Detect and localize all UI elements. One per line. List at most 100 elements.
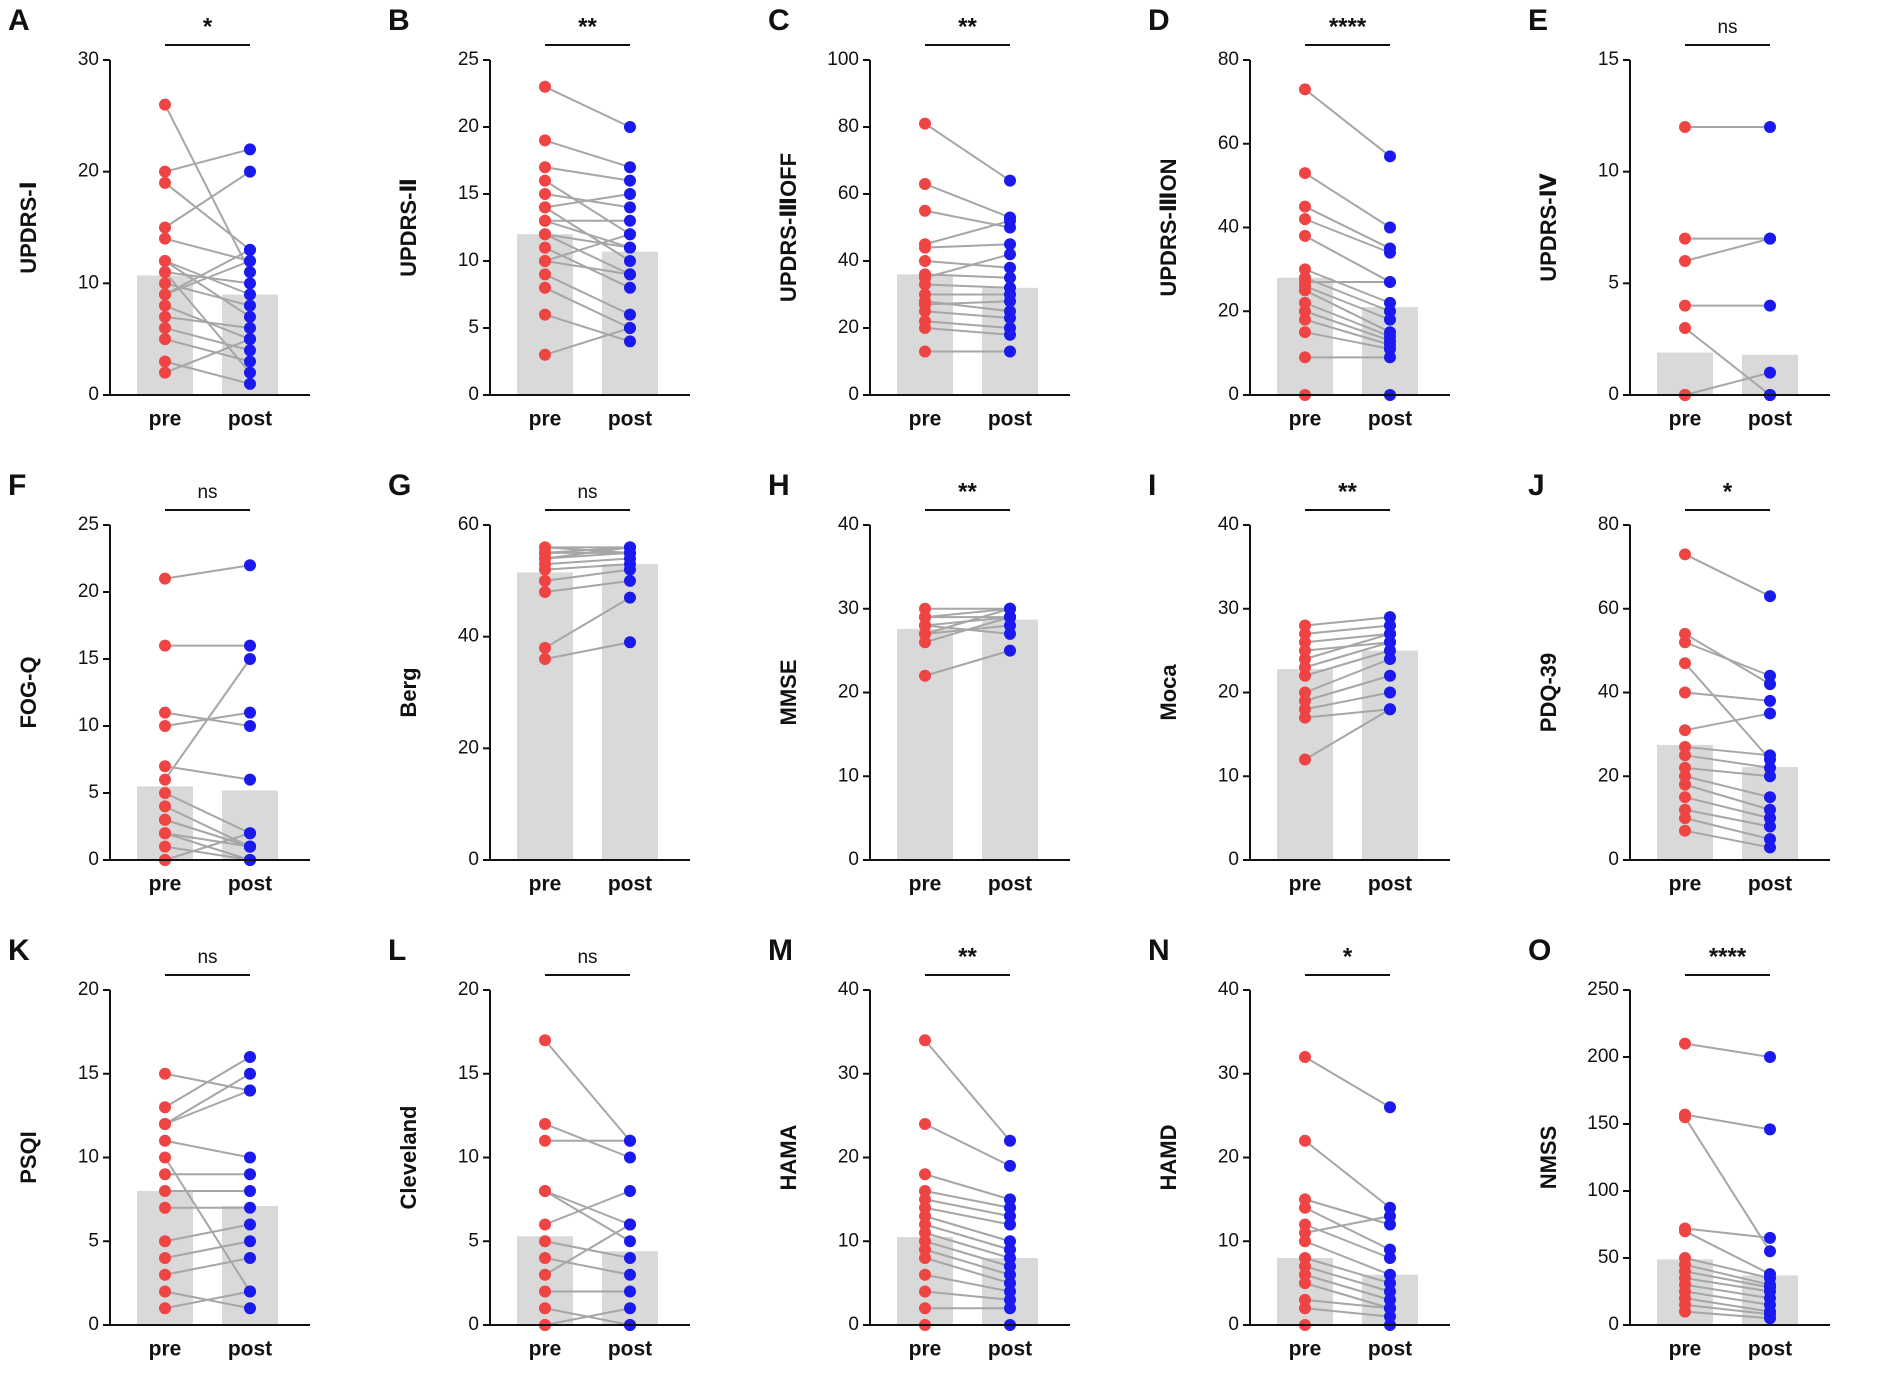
post-dot bbox=[244, 333, 256, 346]
pair-line bbox=[544, 286, 631, 329]
pre-dot bbox=[1299, 1201, 1311, 1214]
y-tick-label: 0 bbox=[848, 1314, 859, 1335]
y-tick-label: 20 bbox=[78, 581, 99, 602]
pre-dot bbox=[1299, 167, 1311, 180]
post-dot bbox=[1384, 296, 1396, 309]
pair-line bbox=[544, 1307, 631, 1326]
pre-dot bbox=[1679, 686, 1691, 699]
pre-dot bbox=[159, 1101, 171, 1114]
y-tick-label: 80 bbox=[838, 116, 859, 137]
post-dot bbox=[624, 268, 636, 281]
y-tick-label: 40 bbox=[1598, 682, 1619, 703]
y-tick-label: 80 bbox=[1218, 49, 1239, 70]
pair-line bbox=[1304, 205, 1391, 250]
post-dot bbox=[1764, 803, 1776, 816]
pre-dot bbox=[1679, 121, 1691, 133]
pre-dot bbox=[159, 255, 171, 267]
post-dot bbox=[1384, 611, 1396, 624]
pair-line bbox=[1684, 641, 1771, 677]
post-dot bbox=[244, 355, 256, 368]
y-tick-label: 80 bbox=[1598, 514, 1619, 535]
post-dot bbox=[1384, 150, 1396, 163]
post-dot bbox=[1004, 1218, 1016, 1231]
pair-line bbox=[1304, 1265, 1391, 1293]
pre-dot bbox=[919, 1210, 931, 1223]
post-dot bbox=[244, 1168, 256, 1181]
post-dot bbox=[1004, 1260, 1016, 1273]
post-dot bbox=[1004, 1293, 1016, 1306]
pre-dot bbox=[539, 214, 551, 227]
pair-line bbox=[164, 148, 251, 173]
y-tick-label: 0 bbox=[848, 849, 859, 870]
pre-dot bbox=[159, 165, 171, 178]
post-dot bbox=[1764, 299, 1776, 312]
pair-line bbox=[1684, 783, 1771, 811]
post-dot bbox=[624, 636, 636, 649]
post-dot bbox=[624, 591, 636, 604]
y-axis-label: HAMD bbox=[1156, 1125, 1181, 1191]
post-dot bbox=[244, 559, 256, 572]
post-dot bbox=[624, 241, 636, 254]
pair-line bbox=[1304, 1282, 1391, 1310]
pair-line bbox=[1304, 624, 1391, 635]
pre-dot bbox=[1299, 229, 1311, 242]
pair-line bbox=[1684, 371, 1771, 396]
pair-line bbox=[1304, 1298, 1391, 1310]
y-tick-label: 20 bbox=[78, 161, 99, 182]
pre-dot bbox=[919, 204, 931, 217]
pair-line bbox=[1684, 1042, 1771, 1058]
post-dot bbox=[244, 255, 256, 267]
mean-bar bbox=[897, 628, 953, 860]
post-dot bbox=[1004, 611, 1016, 624]
y-tick-label: 10 bbox=[78, 272, 99, 293]
panel-label: I bbox=[1148, 469, 1156, 502]
x-tick-label: pre bbox=[1289, 1338, 1322, 1361]
post-dot bbox=[1384, 627, 1396, 640]
post-dot bbox=[1384, 351, 1396, 364]
post-dot bbox=[244, 720, 256, 732]
pre-dot bbox=[539, 1185, 551, 1197]
panel-label: K bbox=[8, 934, 30, 967]
pair-line bbox=[544, 1039, 631, 1142]
post-dot bbox=[1764, 707, 1776, 720]
post-dot bbox=[624, 214, 636, 227]
y-axis-label: UPDRS-Ⅰ bbox=[16, 181, 41, 274]
post-dot bbox=[1384, 1218, 1396, 1231]
pre-dot bbox=[539, 1218, 551, 1231]
pair-line bbox=[164, 832, 251, 861]
pre-dot bbox=[1299, 636, 1311, 649]
y-tick-label: 60 bbox=[838, 183, 859, 204]
pair-line bbox=[164, 818, 251, 848]
pre-dot bbox=[1299, 1235, 1311, 1248]
x-tick-label: post bbox=[228, 408, 272, 431]
x-tick-label: post bbox=[1748, 408, 1792, 431]
post-dot bbox=[1764, 1245, 1776, 1258]
pre-dot bbox=[1299, 1226, 1311, 1239]
pre-dot bbox=[1679, 548, 1691, 561]
pre-dot bbox=[1299, 296, 1311, 309]
post-dot bbox=[1384, 1310, 1396, 1323]
pre-dot bbox=[539, 1034, 551, 1047]
pair-line bbox=[1304, 708, 1391, 761]
pair-line bbox=[1304, 658, 1391, 694]
x-tick-label: post bbox=[988, 1338, 1032, 1361]
pre-dot bbox=[159, 266, 171, 279]
pre-dot bbox=[919, 1193, 931, 1206]
pair-line bbox=[1684, 1290, 1771, 1306]
pre-dot bbox=[919, 1235, 931, 1248]
pair-line bbox=[164, 104, 251, 273]
significance-label: ** bbox=[958, 478, 977, 505]
pair-line bbox=[544, 568, 631, 582]
pair-line bbox=[1684, 1116, 1771, 1252]
x-tick-label: post bbox=[228, 1338, 272, 1361]
x-tick-label: post bbox=[1368, 1338, 1412, 1361]
pre-dot bbox=[159, 366, 171, 379]
y-tick-label: 5 bbox=[88, 1230, 99, 1251]
y-tick-label: 0 bbox=[468, 1314, 479, 1335]
pair-line bbox=[924, 1231, 1011, 1259]
post-dot bbox=[1384, 619, 1396, 632]
post-dot bbox=[624, 1268, 636, 1281]
pair-line bbox=[544, 1190, 631, 1243]
pre-dot bbox=[159, 1134, 171, 1147]
pair-line bbox=[164, 260, 251, 318]
